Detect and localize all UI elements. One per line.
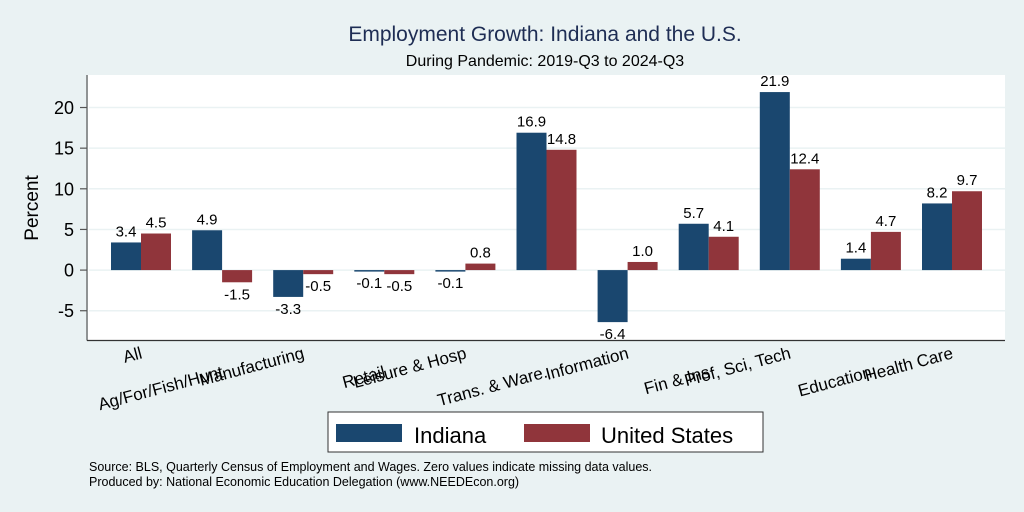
value-label-united-states: -0.5	[305, 278, 331, 295]
chart-title: Employment Growth: Indiana and the U.S.	[348, 23, 741, 46]
value-label-indiana: -0.1	[356, 275, 382, 292]
bar-indiana	[597, 270, 628, 323]
value-label-united-states: 1.0	[632, 243, 653, 260]
bar-united-states	[384, 270, 415, 275]
value-label-indiana: -3.3	[275, 301, 301, 318]
category-label: Trans. & Ware.	[435, 363, 549, 411]
value-label-united-states: 4.7	[875, 213, 896, 230]
legend: Indiana United States	[327, 411, 764, 453]
bar-united-states	[952, 191, 982, 271]
bar-indiana	[759, 92, 790, 271]
bar-united-states	[141, 233, 171, 271]
category-label: Prof, Sci, Tech	[682, 344, 792, 391]
source-note: Source: BLS, Quarterly Census of Employm…	[89, 460, 652, 474]
y-tick-label: 10	[54, 179, 74, 199]
bar-indiana	[840, 258, 871, 271]
value-labels: 3.44.5 4.9-1.5-3.3-0.5 -0.1 -0.5 -0.10.816.9…	[116, 73, 978, 343]
y-tick-label: 5	[64, 220, 74, 240]
value-label-indiana: 5.7	[683, 205, 704, 222]
y-tick-label: 20	[54, 98, 74, 118]
value-label-indiana: -6.4	[600, 326, 626, 343]
legend-label-united-states: United States	[601, 423, 733, 448]
value-label-indiana: 16.9	[517, 114, 546, 131]
bar-indiana	[435, 270, 466, 272]
bars	[111, 92, 982, 323]
bar-united-states	[546, 149, 577, 271]
bar-indiana	[192, 230, 223, 271]
value-label-indiana: 1.4	[845, 240, 866, 257]
legend-label-indiana: Indiana	[414, 423, 487, 448]
bar-united-states	[465, 263, 496, 271]
value-label-united-states: 9.7	[957, 172, 978, 189]
legend-swatch-united-states	[524, 424, 590, 442]
y-tick-label: 15	[54, 139, 74, 159]
y-tick-label: 0	[64, 261, 74, 281]
value-label-indiana: 8.2	[927, 184, 948, 201]
bar-indiana	[678, 223, 709, 271]
value-label-united-states: 12.4	[790, 150, 819, 167]
legend-swatch-indiana	[336, 424, 402, 442]
category-label: Health Care	[862, 344, 955, 386]
value-label-indiana: 3.4	[116, 223, 137, 240]
category-label: Information	[544, 344, 631, 384]
value-label-united-states: 14.8	[547, 131, 576, 148]
bar-united-states	[222, 270, 253, 283]
bar-united-states	[627, 261, 658, 271]
value-label-united-states: 0.8	[470, 245, 491, 262]
y-ticks: -5 0 5 10 15 20	[54, 98, 87, 321]
value-label-united-states: -0.5	[386, 278, 412, 295]
y-axis-title: Percent	[22, 175, 43, 241]
bar-indiana	[516, 132, 547, 271]
value-label-indiana: 4.9	[197, 211, 218, 228]
y-tick-label: -5	[58, 301, 74, 321]
value-label-united-states: -1.5	[224, 286, 250, 303]
value-label-united-states: 4.5	[146, 215, 167, 232]
category-label: Manufacturing	[197, 344, 306, 390]
bar-united-states	[303, 270, 334, 275]
bar-united-states	[870, 231, 901, 271]
bar-united-states	[708, 236, 739, 271]
value-label-indiana: -0.1	[437, 275, 463, 292]
producer-note: Produced by: National Economic Education…	[89, 475, 519, 489]
bar-indiana	[111, 242, 141, 271]
category-label: All	[121, 344, 144, 367]
bar-indiana	[922, 203, 952, 271]
bar-indiana	[273, 270, 304, 297]
value-label-indiana: 21.9	[760, 73, 789, 90]
value-label-united-states: 4.1	[713, 218, 734, 235]
bar-united-states	[789, 169, 820, 271]
chart-subtitle: During Pandemic: 2019-Q3 to 2024-Q3	[406, 53, 684, 70]
bar-indiana	[354, 270, 385, 272]
